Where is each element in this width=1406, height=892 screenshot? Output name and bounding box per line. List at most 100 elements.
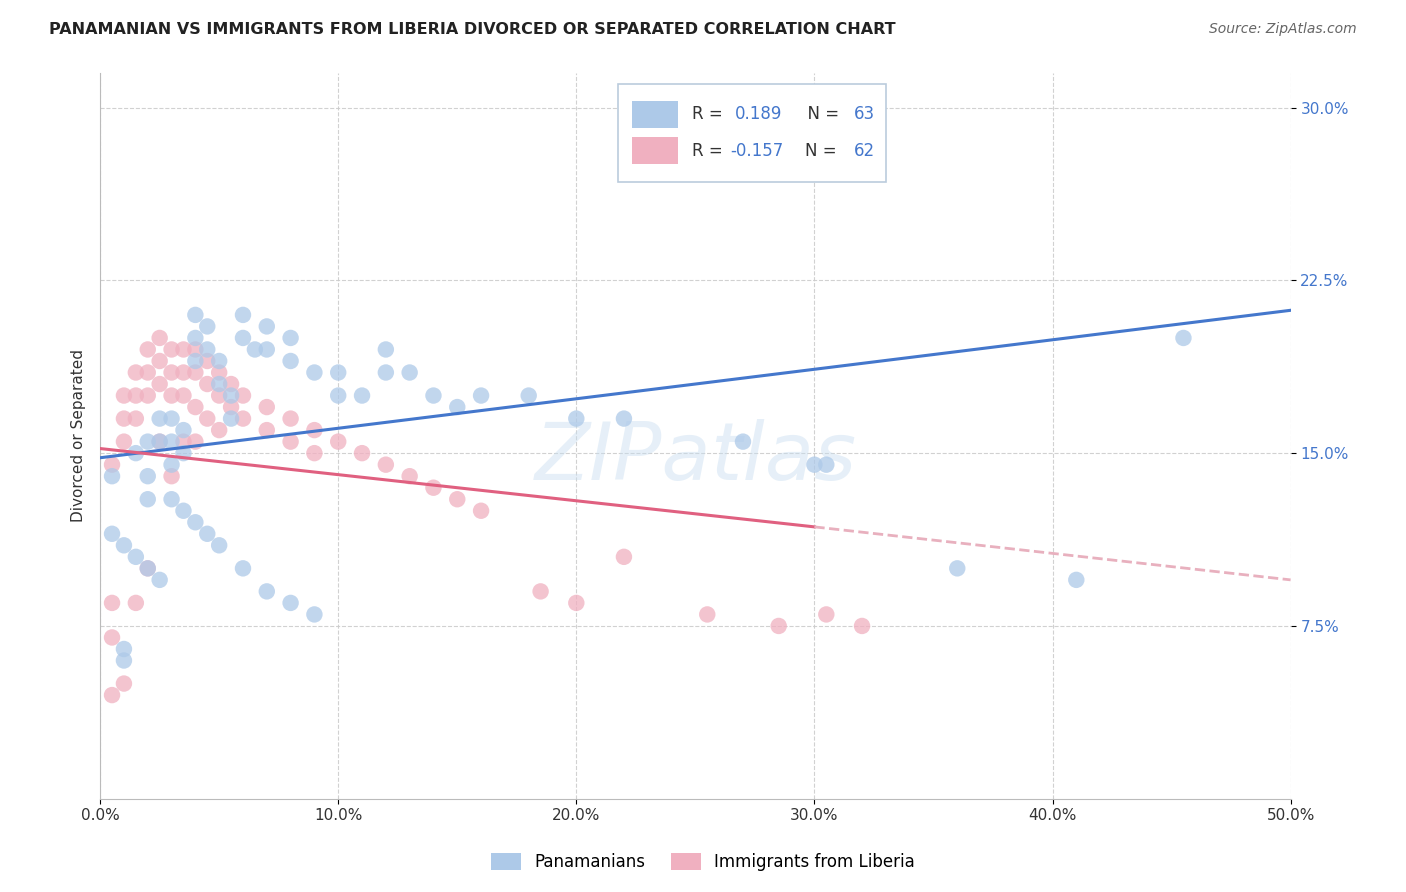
Text: 0.189: 0.189 — [735, 105, 782, 123]
Text: N =: N = — [804, 142, 842, 160]
Point — [613, 411, 636, 425]
Point — [280, 354, 302, 368]
Point — [304, 446, 326, 460]
Text: R =: R = — [692, 105, 728, 123]
Point — [184, 331, 207, 345]
Point — [136, 388, 159, 402]
Point — [184, 434, 207, 449]
Text: R =: R = — [692, 142, 728, 160]
Point — [172, 504, 194, 518]
Point — [280, 434, 302, 449]
Point — [125, 388, 148, 402]
Point — [184, 308, 207, 322]
Point — [195, 319, 218, 334]
Point — [398, 366, 420, 380]
Point — [256, 584, 278, 599]
Point — [350, 446, 373, 460]
Point — [304, 366, 326, 380]
Point — [328, 388, 350, 402]
Point — [112, 434, 135, 449]
Point — [149, 331, 172, 345]
Point — [219, 411, 242, 425]
Point — [125, 366, 148, 380]
Point — [160, 469, 183, 483]
Point — [125, 411, 148, 425]
Point — [815, 458, 838, 472]
Text: PANAMANIAN VS IMMIGRANTS FROM LIBERIA DIVORCED OR SEPARATED CORRELATION CHART: PANAMANIAN VS IMMIGRANTS FROM LIBERIA DI… — [49, 22, 896, 37]
Point — [136, 343, 159, 357]
Point — [280, 411, 302, 425]
Point — [172, 446, 194, 460]
Point — [815, 607, 838, 622]
Point — [328, 366, 350, 380]
Bar — [619, 84, 886, 182]
Point — [160, 434, 183, 449]
Point — [328, 434, 350, 449]
Point — [149, 377, 172, 392]
Point — [208, 377, 231, 392]
Point — [136, 561, 159, 575]
Point — [768, 619, 790, 633]
Point — [136, 561, 159, 575]
Point — [446, 400, 468, 414]
Point — [112, 653, 135, 667]
Text: 63: 63 — [853, 105, 875, 123]
Point — [256, 343, 278, 357]
Point — [149, 573, 172, 587]
Point — [398, 469, 420, 483]
Point — [149, 411, 172, 425]
Point — [195, 343, 218, 357]
Point — [696, 607, 718, 622]
Point — [172, 388, 194, 402]
Point — [195, 526, 218, 541]
Point — [184, 354, 207, 368]
Point — [160, 411, 183, 425]
Point — [565, 596, 588, 610]
Point — [304, 423, 326, 437]
Point — [565, 411, 588, 425]
Point — [101, 458, 124, 472]
Point — [149, 354, 172, 368]
Point — [613, 549, 636, 564]
Point — [208, 538, 231, 552]
Point — [160, 388, 183, 402]
Point — [374, 458, 396, 472]
Point — [232, 561, 254, 575]
Point — [184, 400, 207, 414]
Point — [101, 596, 124, 610]
Point — [160, 492, 183, 507]
Point — [256, 400, 278, 414]
Point — [232, 331, 254, 345]
Point — [172, 366, 194, 380]
Point — [160, 366, 183, 380]
Point — [243, 343, 266, 357]
Text: ZIPatlas: ZIPatlas — [534, 418, 856, 497]
Point — [125, 596, 148, 610]
Text: -0.157: -0.157 — [730, 142, 783, 160]
Point — [280, 331, 302, 345]
Point — [208, 366, 231, 380]
Point — [172, 343, 194, 357]
Point — [232, 308, 254, 322]
Point — [136, 492, 159, 507]
Point — [112, 676, 135, 690]
Point — [946, 561, 969, 575]
Point — [803, 458, 825, 472]
Point — [851, 619, 873, 633]
Point — [208, 388, 231, 402]
Point — [149, 434, 172, 449]
Point — [208, 354, 231, 368]
Bar — [633, 101, 678, 128]
Point — [195, 377, 218, 392]
Point — [125, 446, 148, 460]
Point — [125, 549, 148, 564]
Point — [172, 423, 194, 437]
Text: N =: N = — [797, 105, 844, 123]
Point — [112, 538, 135, 552]
Point — [374, 366, 396, 380]
Point — [422, 388, 444, 402]
Point — [422, 481, 444, 495]
Point — [101, 688, 124, 702]
Point — [374, 343, 396, 357]
Point — [280, 596, 302, 610]
